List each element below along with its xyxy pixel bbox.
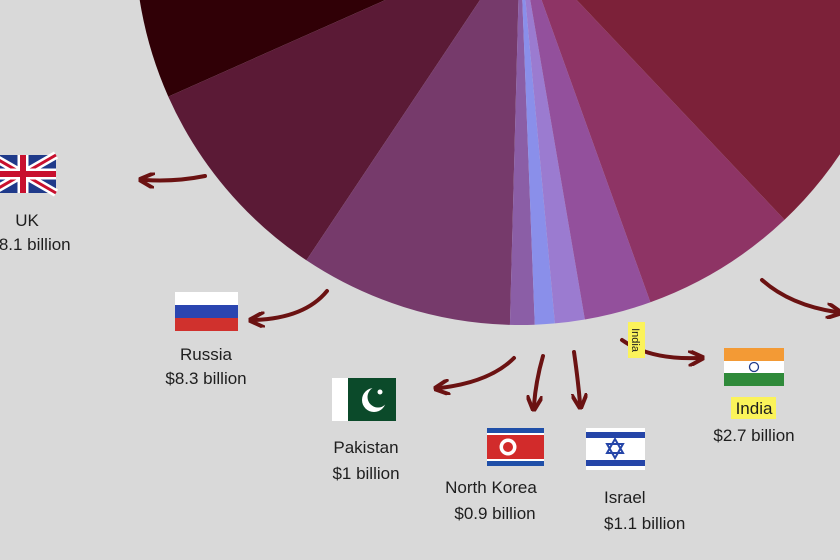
country-amount: $1 billion xyxy=(332,464,399,483)
pie-slice xyxy=(541,0,785,303)
country-name: Russia xyxy=(180,345,233,364)
country-name: North Korea xyxy=(445,478,537,497)
flag-north-korea xyxy=(487,428,544,466)
country-amount: $1.1 billion xyxy=(604,514,685,533)
country-amount: $0.9 billion xyxy=(454,504,535,523)
pie-slice xyxy=(168,0,480,261)
arrow xyxy=(255,289,329,320)
country-amount: $2.7 billion xyxy=(713,426,794,445)
arrow xyxy=(620,338,698,358)
country-amount: $8.1 billion xyxy=(0,235,71,254)
country-name: UK xyxy=(15,211,39,230)
pie-slice xyxy=(525,0,585,324)
arrow xyxy=(760,278,836,312)
pie-slice xyxy=(509,0,535,325)
pie-slice xyxy=(522,0,555,325)
country-amount: $8.3 billion xyxy=(165,369,246,388)
highlight xyxy=(628,322,645,358)
arrow xyxy=(145,176,207,181)
pie xyxy=(139,0,840,325)
slice-label: India xyxy=(629,328,641,353)
pie-slice xyxy=(576,0,840,220)
flag-uk xyxy=(0,151,58,197)
flag-russia xyxy=(175,292,238,331)
country-name: Israel xyxy=(604,488,646,507)
pie-slice xyxy=(306,0,519,325)
arrow xyxy=(534,354,545,405)
flag-india xyxy=(724,348,784,386)
arrow xyxy=(440,356,516,388)
flag-pakistan xyxy=(332,378,396,421)
country-name: India xyxy=(736,399,773,418)
pie-slice xyxy=(530,0,651,320)
pie-slice xyxy=(139,0,386,97)
arrow xyxy=(574,350,580,403)
highlight xyxy=(731,397,776,419)
flag-israel xyxy=(586,428,645,470)
country-name: Pakistan xyxy=(333,438,398,457)
